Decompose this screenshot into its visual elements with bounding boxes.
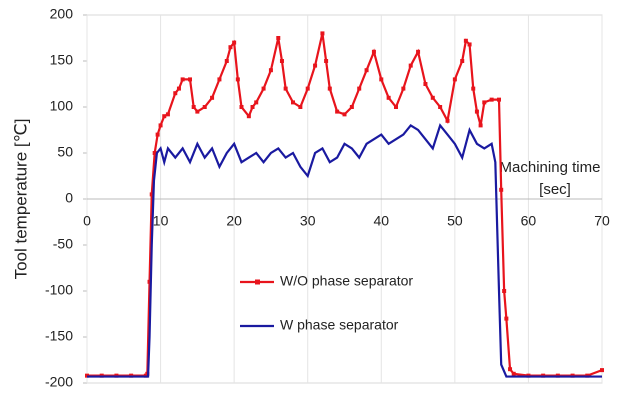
point-marker	[349, 105, 354, 109]
point-marker	[254, 100, 259, 105]
point-marker	[445, 118, 450, 123]
point-marker	[313, 63, 318, 68]
point-marker	[379, 77, 384, 82]
x-axis-label: Machining time	[500, 159, 601, 176]
legend-label: W phase separator	[280, 317, 399, 333]
y-axis-label: Tool temperature [℃]	[11, 119, 30, 280]
point-marker	[298, 105, 303, 109]
point-marker	[474, 109, 479, 114]
point-marker	[232, 40, 237, 45]
point-marker	[191, 105, 196, 109]
point-marker	[147, 279, 152, 284]
y-tick-label: 0	[65, 190, 73, 206]
point-marker	[499, 187, 504, 192]
x-tick-label: 0	[83, 213, 91, 229]
point-marker	[246, 114, 251, 119]
point-marker	[217, 77, 222, 82]
legend-marker	[255, 279, 260, 285]
point-marker	[235, 77, 240, 82]
point-marker	[239, 105, 244, 109]
point-marker	[357, 86, 362, 91]
point-marker	[158, 123, 163, 128]
point-marker	[471, 86, 476, 91]
point-marker	[460, 59, 465, 63]
point-marker	[320, 31, 325, 36]
y-tick-label: 100	[50, 98, 74, 114]
point-marker	[401, 86, 406, 91]
point-marker	[261, 86, 266, 91]
y-tick-label: -50	[53, 236, 73, 252]
point-marker	[342, 112, 347, 117]
y-tick-label: -150	[45, 328, 73, 344]
point-marker	[408, 63, 413, 68]
point-marker	[371, 49, 376, 54]
x-tick-label: 30	[300, 213, 316, 229]
point-marker	[165, 112, 170, 117]
point-marker	[176, 86, 181, 91]
x-tick-label: 20	[226, 213, 242, 229]
point-marker	[430, 95, 435, 100]
point-marker	[600, 368, 604, 373]
point-marker	[324, 59, 329, 63]
point-marker	[224, 59, 229, 63]
x-tick-label: 60	[521, 213, 537, 229]
point-marker	[283, 86, 288, 91]
y-tick-label: -100	[45, 282, 73, 298]
x-tick-label: 70	[594, 213, 610, 229]
x-axis-label: [sec]	[539, 181, 571, 198]
point-marker	[508, 367, 513, 372]
point-marker	[210, 95, 215, 100]
y-tick-label: 50	[57, 144, 73, 160]
point-marker	[180, 77, 185, 82]
legend-label: W/O phase separator	[280, 273, 413, 289]
point-marker	[149, 192, 154, 197]
point-marker	[162, 114, 167, 119]
point-marker	[482, 100, 487, 105]
y-tick-label: -200	[45, 374, 73, 390]
point-marker	[152, 151, 157, 155]
point-marker	[305, 86, 310, 91]
point-marker	[268, 68, 273, 73]
point-marker	[416, 49, 421, 54]
point-marker	[276, 36, 281, 40]
point-marker	[335, 109, 340, 114]
point-marker	[155, 132, 160, 137]
point-marker	[364, 68, 369, 73]
point-marker	[463, 38, 468, 43]
point-marker	[173, 91, 178, 96]
y-tick-label: 150	[50, 52, 74, 68]
point-marker	[489, 97, 494, 102]
point-marker	[188, 77, 192, 82]
point-marker	[497, 97, 501, 102]
point-marker	[327, 86, 332, 91]
point-marker	[195, 109, 200, 114]
point-marker	[279, 59, 284, 63]
series-line	[87, 123, 602, 378]
point-marker	[438, 105, 443, 109]
x-tick-label: 40	[373, 213, 389, 229]
point-marker	[250, 105, 255, 109]
point-marker	[202, 105, 207, 109]
point-marker	[502, 289, 507, 293]
point-marker	[394, 105, 398, 109]
x-tick-label: 10	[153, 213, 169, 229]
point-marker	[467, 42, 472, 47]
point-marker	[291, 100, 295, 105]
point-marker	[504, 316, 509, 321]
point-marker	[386, 95, 391, 100]
point-marker	[423, 82, 428, 86]
point-marker	[511, 371, 516, 376]
point-marker	[452, 77, 457, 82]
y-tick-label: 200	[50, 6, 74, 22]
point-marker	[228, 45, 233, 50]
point-marker	[478, 123, 483, 128]
x-tick-label: 50	[447, 213, 463, 229]
